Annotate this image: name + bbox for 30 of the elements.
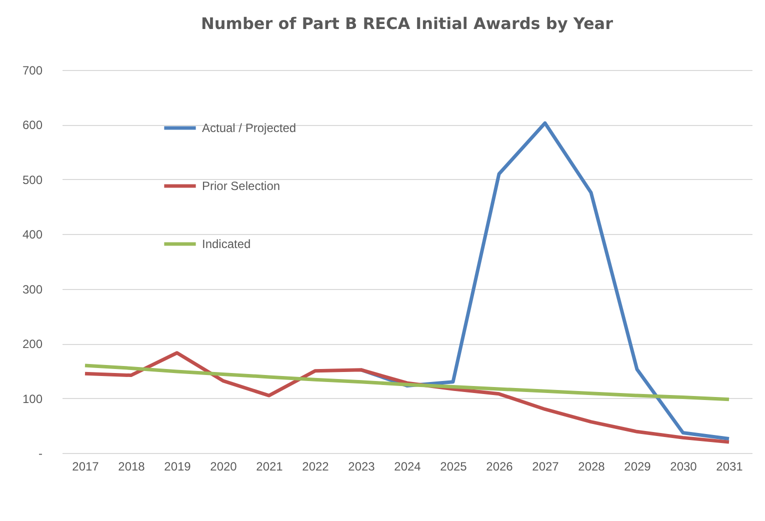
x-tick-label: 2031 xyxy=(716,460,744,474)
y-tick-label: 700 xyxy=(22,64,43,78)
y-tick-label: 100 xyxy=(22,392,43,406)
y-tick-label: 200 xyxy=(22,337,43,352)
x-tick-label: 2025 xyxy=(440,460,468,474)
y-tick-label: 300 xyxy=(22,282,43,296)
y-tick-label: 500 xyxy=(22,172,43,187)
x-tick-label: 2018 xyxy=(118,460,146,474)
x-tick-label: 2017 xyxy=(72,460,100,474)
y-tick-label: 400 xyxy=(22,228,43,242)
x-tick-label: 2026 xyxy=(486,460,514,474)
y-tick-label: - xyxy=(38,446,42,460)
legend-label: Prior Selection xyxy=(202,179,280,193)
legend-label: Actual / Projected xyxy=(202,121,296,135)
x-tick-label: 2027 xyxy=(532,460,560,474)
x-tick-label: 2030 xyxy=(670,460,698,474)
x-tick-label: 2029 xyxy=(624,460,652,474)
x-tick-label: 2022 xyxy=(302,460,330,474)
legend-label: Indicated xyxy=(202,237,251,251)
line-series xyxy=(83,364,731,402)
x-tick-label: 2024 xyxy=(394,460,422,474)
x-tick-label: 2021 xyxy=(256,460,284,474)
y-tick-label: 600 xyxy=(22,118,43,132)
x-tick-label: 2020 xyxy=(210,460,238,474)
line-series xyxy=(359,121,731,441)
chart-title: Number of Part B RECA Initial Awards by Year xyxy=(201,14,614,33)
line-series xyxy=(83,351,731,444)
x-tick-label: 2028 xyxy=(578,460,606,474)
x-tick-label: 2019 xyxy=(164,460,192,474)
x-tick-label: 2023 xyxy=(348,460,376,474)
